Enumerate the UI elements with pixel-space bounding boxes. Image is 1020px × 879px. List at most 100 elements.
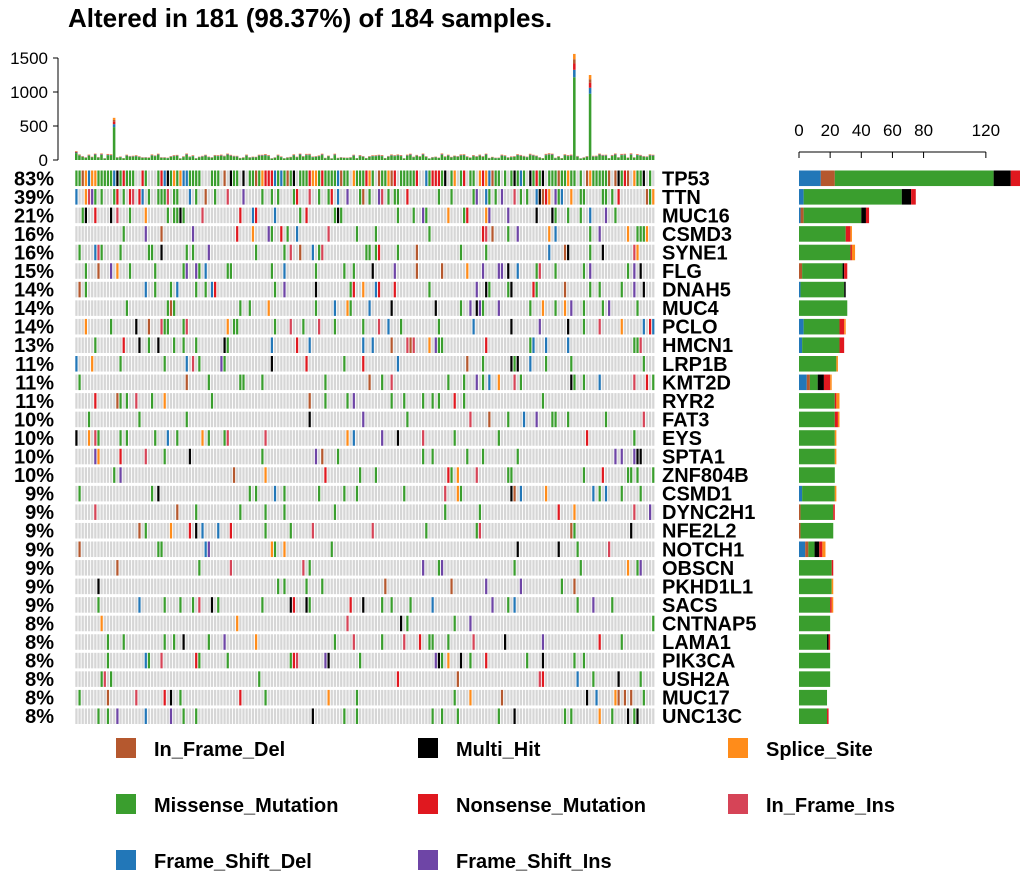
grid-cell (109, 393, 113, 409)
grid-cell (648, 467, 652, 483)
grid-cell (277, 393, 280, 409)
grid-cell (567, 226, 570, 242)
grid-cell (567, 189, 570, 205)
grid-cell (258, 318, 261, 335)
grid-cell (236, 393, 239, 409)
grid-cell (582, 318, 586, 335)
grid-cell (403, 448, 406, 465)
grid-cell (182, 226, 185, 242)
grid-cell (236, 170, 239, 187)
grid-cell (466, 374, 469, 391)
grid-cell (551, 189, 554, 205)
grid-cell (526, 430, 529, 446)
grid-cell (299, 337, 302, 353)
grid-cell (469, 170, 472, 187)
grid-cell (560, 356, 563, 372)
grid-cell (592, 504, 595, 520)
grid-cell (314, 356, 318, 372)
grid-cell (358, 485, 362, 502)
grid-cell (513, 170, 516, 187)
grid-cell (198, 318, 201, 335)
grid-cell (258, 485, 261, 502)
grid-cell (113, 430, 116, 446)
grid-cell (544, 522, 548, 539)
grid-cell (289, 244, 292, 261)
grid-cell (526, 467, 529, 483)
grid-cell (132, 300, 135, 316)
grid-cell (377, 226, 381, 242)
tmb-bar (311, 157, 314, 160)
grid-cell (532, 244, 535, 261)
grid-cell (223, 374, 226, 391)
grid-cell (169, 318, 173, 335)
grid-cell (614, 263, 617, 279)
grid-cell (302, 226, 305, 242)
grid-cell (248, 337, 251, 353)
grid-cell (113, 300, 116, 316)
grid-cell (374, 207, 378, 224)
grid-cell (526, 337, 529, 353)
grid-cell (147, 430, 151, 446)
grid-cell (169, 560, 173, 576)
grid-cell (374, 226, 378, 242)
grid-cell (141, 207, 144, 224)
grid-cell (141, 411, 144, 428)
grid-cell (497, 374, 500, 391)
tmb-bar (349, 157, 352, 160)
grid-cell (425, 448, 428, 465)
grid-cell (336, 300, 340, 316)
grid-cell (541, 226, 545, 242)
grid-cell (289, 448, 292, 465)
tmb-bar (112, 121, 116, 125)
grid-cell (132, 411, 135, 428)
grid-cell (327, 170, 330, 187)
grid-cell (557, 170, 560, 187)
grid-cell (324, 300, 327, 316)
grid-cell (425, 560, 428, 576)
grid-cell (485, 244, 488, 261)
grid-cell (122, 170, 125, 187)
grid-cell (198, 393, 201, 409)
grid-cell (251, 560, 255, 576)
grid-cell (560, 374, 563, 391)
grid-cell (576, 281, 579, 298)
grid-cell (176, 318, 179, 335)
grid-cell (645, 170, 649, 187)
grid-cell (280, 467, 283, 483)
grid-cell (608, 541, 611, 558)
grid-cell (229, 485, 233, 502)
grid-cell (138, 189, 141, 205)
grid-cell (387, 226, 390, 242)
tmb-bar (573, 77, 576, 160)
tmb-bar (443, 157, 447, 160)
grid-cell (469, 356, 472, 372)
grid-cell (119, 281, 122, 298)
grid-cell (589, 189, 592, 205)
grid-cell (444, 281, 447, 298)
grid-cell (119, 467, 122, 483)
tmb-bar (573, 69, 576, 78)
grid-cell (611, 411, 614, 428)
grid-cell (308, 207, 311, 224)
tmb-bar (182, 157, 185, 160)
grid-cell (78, 189, 81, 205)
grid-cell (318, 318, 321, 335)
grid-cell (254, 485, 258, 502)
grid-cell (239, 244, 242, 261)
grid-cell (166, 467, 169, 483)
grid-cell (365, 467, 368, 483)
grid-cell (526, 281, 529, 298)
grid-cell (592, 485, 595, 502)
grid-cell (371, 411, 374, 428)
grid-cell (365, 485, 368, 502)
grid-cell (113, 356, 116, 372)
tmb-bar (459, 155, 463, 160)
grid-cell (248, 485, 251, 502)
grid-cell (229, 318, 233, 335)
grid-cell (302, 448, 305, 465)
grid-cell (456, 485, 459, 502)
grid-cell (280, 560, 283, 576)
grid-cell (387, 170, 390, 187)
grid-cell (604, 356, 608, 372)
grid-cell (336, 337, 340, 353)
